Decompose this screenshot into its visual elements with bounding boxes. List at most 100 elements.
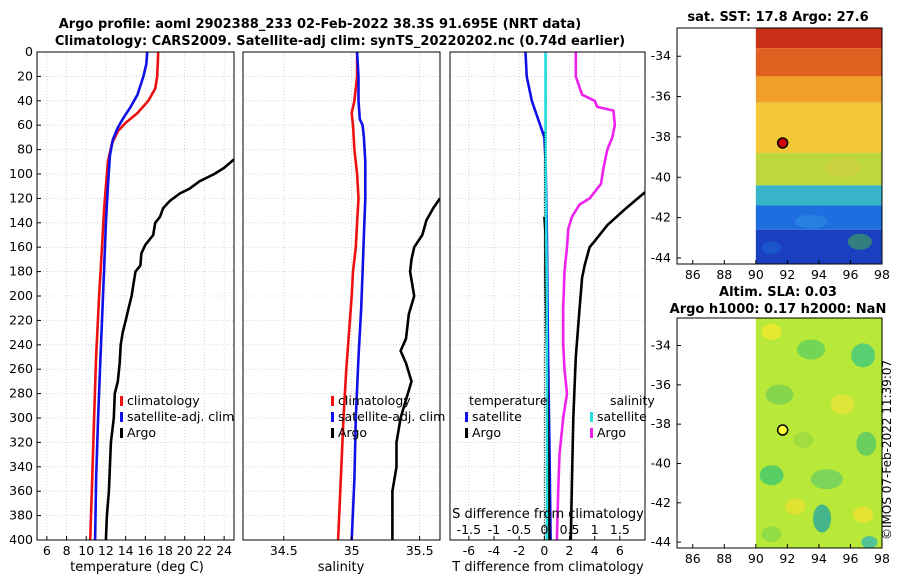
x-tick-label: 2 bbox=[566, 543, 574, 558]
legend-label: Argo bbox=[597, 425, 626, 440]
top-tick-label: 1.5 bbox=[610, 522, 630, 537]
plot-frame bbox=[242, 51, 441, 541]
sla-blob bbox=[785, 498, 806, 515]
y-tick-label: 80 bbox=[17, 142, 33, 157]
sla-blob bbox=[761, 526, 782, 543]
sla-blob bbox=[793, 431, 814, 448]
x-tick-label: 0 bbox=[540, 543, 548, 558]
legend-swatch bbox=[465, 428, 468, 438]
y-tick-label: -40 bbox=[651, 169, 671, 184]
x-tick-label: 14 bbox=[118, 543, 134, 558]
sla-blob bbox=[830, 394, 855, 415]
legend-label: satellite-adj. clim bbox=[338, 409, 445, 424]
y-tick-label: -44 bbox=[651, 534, 671, 549]
x-tick-label: 35.5 bbox=[406, 543, 434, 558]
sst-blob bbox=[795, 214, 828, 229]
series-climatology bbox=[336, 52, 360, 540]
legend-swatch bbox=[590, 428, 593, 438]
sla-blob bbox=[759, 465, 784, 486]
top-tick-label: 1 bbox=[591, 522, 599, 537]
sla-blob bbox=[810, 469, 843, 490]
top-tick-label: -1 bbox=[488, 522, 500, 537]
sst-blob bbox=[847, 233, 872, 250]
y-tick-label: 160 bbox=[9, 239, 33, 254]
y-tick-label: 120 bbox=[9, 190, 33, 205]
sst-band bbox=[755, 102, 882, 154]
legend-label: satellite bbox=[597, 409, 647, 424]
top-tick-label: 0.5 bbox=[560, 522, 580, 537]
top-tick-label: -1.5 bbox=[457, 522, 481, 537]
sla-map-title-line1: Altim. SLA: 0.03 bbox=[719, 285, 837, 300]
x-tick-label: 94 bbox=[811, 551, 827, 566]
legend-label: climatology bbox=[127, 393, 200, 408]
x-tick-label: 4 bbox=[591, 543, 599, 558]
map-frame bbox=[676, 27, 883, 265]
figure-title-line1: Argo profile: aoml 2902388_233 02-Feb-20… bbox=[59, 17, 581, 32]
top-tick-label: -0.5 bbox=[507, 522, 531, 537]
sst-blob bbox=[761, 241, 782, 254]
series-s-argo bbox=[555, 52, 617, 540]
legend-label: Argo bbox=[338, 425, 367, 440]
difference-top-xlabel: S difference from climatology bbox=[452, 507, 644, 522]
x-tick-label: 88 bbox=[716, 267, 732, 282]
y-tick-label: -44 bbox=[651, 250, 671, 265]
sst-map-title: sat. SST: 17.8 Argo: 27.6 bbox=[687, 10, 868, 25]
y-tick-label: -36 bbox=[651, 377, 671, 392]
legend-swatch bbox=[120, 396, 123, 406]
x-tick-label: 90 bbox=[748, 267, 764, 282]
x-tick-label: 22 bbox=[196, 543, 212, 558]
y-tick-label: 40 bbox=[17, 93, 33, 108]
y-tick-label: 360 bbox=[9, 483, 33, 498]
y-tick-label: -40 bbox=[651, 455, 671, 470]
x-tick-label: 96 bbox=[843, 267, 859, 282]
y-tick-label: -42 bbox=[651, 495, 671, 510]
sla-blob bbox=[813, 504, 832, 533]
legend-label: satellite-adj. clim bbox=[127, 409, 234, 424]
sst-band bbox=[755, 153, 882, 186]
legend-swatch bbox=[590, 412, 593, 422]
imos-stamp: ©IMOS 07-Feb-2022 11:39:07 bbox=[880, 360, 894, 540]
x-tick-label: 98 bbox=[874, 551, 890, 566]
y-tick-label: 280 bbox=[9, 386, 33, 401]
y-tick-label: 260 bbox=[9, 361, 33, 376]
sst-band bbox=[755, 185, 882, 206]
y-tick-label: 200 bbox=[9, 288, 33, 303]
series-argo bbox=[104, 158, 234, 540]
y-tick-label: -34 bbox=[651, 338, 671, 353]
sla-blob bbox=[765, 384, 794, 405]
sla-blob bbox=[761, 323, 782, 340]
y-tick-label: 300 bbox=[9, 410, 33, 425]
y-tick-label: 60 bbox=[17, 117, 33, 132]
series-argo bbox=[391, 197, 440, 540]
x-tick-label: 18 bbox=[157, 543, 173, 558]
legend-label: satellite bbox=[472, 409, 522, 424]
y-tick-label: 380 bbox=[9, 508, 33, 523]
y-tick-label: 240 bbox=[9, 337, 33, 352]
x-tick-label: 88 bbox=[716, 551, 732, 566]
argo-position-marker bbox=[776, 424, 789, 436]
series-t-argo-deep bbox=[569, 191, 645, 540]
legend-title-temperature: temperature bbox=[469, 393, 548, 408]
y-tick-label: 140 bbox=[9, 215, 33, 230]
x-tick-label: 16 bbox=[137, 543, 153, 558]
legend-swatch bbox=[331, 396, 334, 406]
argo-position-marker bbox=[776, 137, 789, 149]
x-tick-label: 35 bbox=[344, 543, 360, 558]
y-tick-label: -42 bbox=[651, 210, 671, 225]
sst-map-panel: 86 88 90 92 94 96 98 -34 -36 -38 -40 -42 -44 bbox=[651, 27, 890, 282]
legend-label: climatology bbox=[338, 393, 411, 408]
x-tick-label: 24 bbox=[216, 543, 232, 558]
x-tick-label: 92 bbox=[779, 267, 795, 282]
x-tick-label: 92 bbox=[779, 551, 795, 566]
x-tick-label: 96 bbox=[843, 551, 859, 566]
series-climatology bbox=[88, 52, 160, 540]
legend-swatch bbox=[331, 412, 334, 422]
sst-band bbox=[755, 76, 882, 103]
x-tick-label: 8 bbox=[63, 543, 71, 558]
x-tick-label: 86 bbox=[685, 267, 701, 282]
sst-band bbox=[755, 48, 882, 77]
series-s-satellite bbox=[544, 52, 549, 540]
y-tick-label: 320 bbox=[9, 434, 33, 449]
